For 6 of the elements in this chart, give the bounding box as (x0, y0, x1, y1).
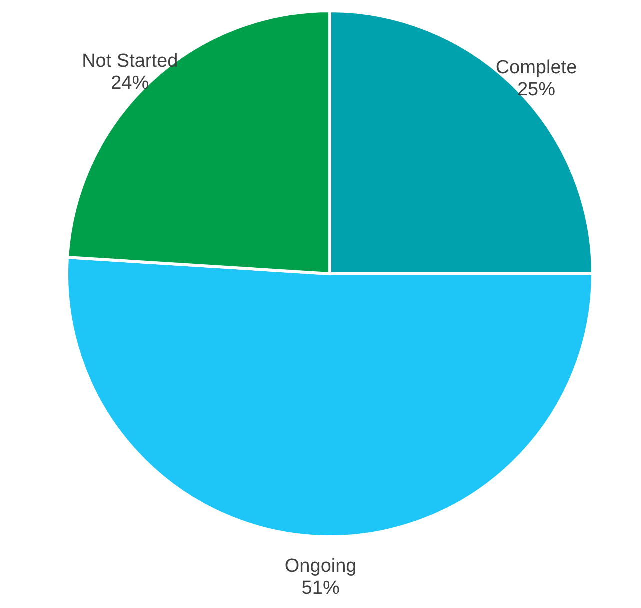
data-label: 25% (517, 80, 556, 101)
data-label: 24% (111, 73, 150, 94)
slice-label: Not Started (82, 51, 178, 72)
data-label: 51% (302, 578, 340, 599)
slice-label: Ongoing (284, 556, 357, 577)
slice-label: Complete (496, 58, 578, 79)
